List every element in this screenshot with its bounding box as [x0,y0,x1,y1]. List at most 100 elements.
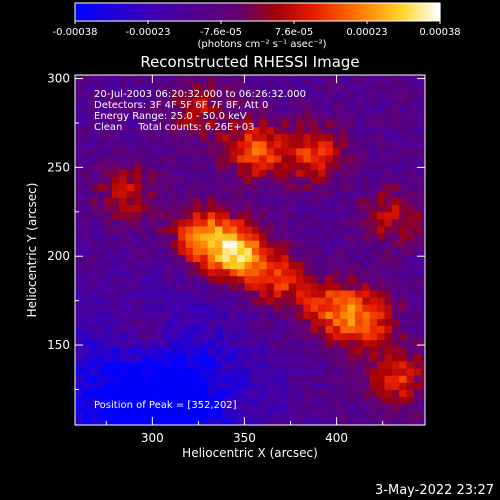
heatmap-cell [259,396,268,405]
heatmap-cell [318,247,327,255]
heatmap-cell [369,311,378,319]
heatmap-cell [229,76,238,85]
colorbar-cell [211,3,216,21]
heatmap-cell [156,275,164,284]
heatmap-cell [421,226,425,234]
heatmap-cell [163,98,172,106]
heatmap-cell [251,353,260,362]
heatmap-cell [281,226,290,234]
heatmap-cell [296,190,304,199]
heatmap-cell [310,410,319,419]
heatmap-cell [332,162,341,170]
heatmap-cell [399,311,408,319]
heatmap-cell [237,176,245,184]
heatmap-cell [391,361,400,369]
heatmap-cell [421,133,425,142]
heatmap-cell [207,353,216,362]
heatmap-cell [421,126,425,135]
heatmap-cell [185,90,194,99]
heatmap-cell [251,211,260,220]
heatmap-cell [126,332,135,341]
heatmap-cell [259,105,268,113]
heatmap-cell [170,325,179,334]
heatmap-cell [75,90,83,99]
heatmap-cell [332,218,341,227]
heatmap-cell [141,318,150,327]
heatmap-cell [111,282,120,291]
heatmap-cell [133,147,142,156]
heatmap-cell [384,197,393,206]
heatmap-cell [332,83,341,92]
heatmap-cell [355,311,363,319]
colorbar-cell [157,3,161,21]
heatmap-cell [266,75,275,78]
heatmap-cell [347,268,356,277]
heatmap-cell [170,389,179,398]
heatmap-cell [75,190,83,199]
heatmap-cell [296,410,304,419]
heatmap-cell [244,119,253,128]
heatmap-cell [89,204,98,213]
heatmap-cell [362,396,371,405]
heatmap-cell [384,268,393,277]
heatmap-cell [215,218,223,227]
heatmap-cell [141,368,150,376]
heatmap-cell [332,361,341,369]
colorbar-tick-label: -0.00038 [53,27,98,38]
heatmap-cell [413,389,422,398]
heatmap-cell [421,332,425,341]
heatmap-cell [266,318,275,327]
heatmap-cell [288,247,297,255]
heatmap-cell [111,183,120,191]
heatmap-cell [296,417,304,425]
heatmap-cell [111,83,120,92]
heatmap-cell [82,311,91,319]
heatmap-cell [325,311,334,319]
heatmap-cell [391,112,400,120]
heatmap-cell [104,268,113,277]
heatmap-cell [133,403,142,412]
heatmap-cell [406,403,415,412]
heatmap-cell [229,98,238,106]
heatmap-cell [377,211,385,220]
heatmap-cell [104,98,113,106]
heatmap-cell [178,76,187,85]
heatmap-cell [244,176,253,184]
heatmap-cell [141,332,150,341]
heatmap-cell [413,339,422,348]
heatmap-cell [75,105,83,113]
heatmap-cell [192,368,201,376]
heatmap-cell [82,332,91,341]
heatmap-cell [296,105,304,113]
colorbar-cell [230,3,234,21]
heatmap-cell [133,282,142,291]
heatmap-cell [310,197,319,206]
heatmap-cell [215,332,223,341]
heatmap-cell [296,275,304,284]
heatmap-cell [310,261,319,270]
heatmap-cell [97,183,105,191]
heatmap-cell [192,332,201,341]
heatmap-cell [119,375,128,383]
heatmap-cell [310,190,319,199]
heatmap-cell [362,140,371,149]
heatmap-cell [288,304,297,312]
heatmap-cell [266,133,275,142]
heatmap-cell [362,83,371,92]
heatmap-cell [303,183,312,191]
heatmap-cell [273,147,282,156]
heatmap-cell [310,76,319,85]
heatmap-cell [141,346,150,355]
heatmap-cell [170,297,179,305]
heatmap-cell [399,98,408,106]
heatmap-cell [111,197,120,206]
heatmap-cell [273,233,282,241]
heatmap-cell [273,112,282,120]
heatmap-cell [266,204,275,213]
heatmap-cell [347,76,356,85]
heatmap-cell [273,218,282,227]
heatmap-cell [170,183,179,191]
heatmap-cell [310,126,319,135]
heatmap-cell [332,154,341,163]
heatmap-cell [406,90,415,99]
